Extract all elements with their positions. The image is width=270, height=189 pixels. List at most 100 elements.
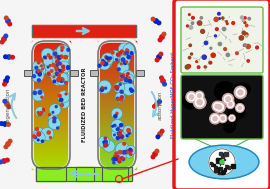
Ellipse shape bbox=[228, 88, 247, 99]
Circle shape bbox=[127, 149, 131, 153]
Circle shape bbox=[256, 46, 258, 49]
Circle shape bbox=[3, 82, 6, 86]
Circle shape bbox=[101, 88, 103, 91]
Circle shape bbox=[8, 22, 12, 26]
Bar bbox=[32, 138, 70, 140]
Circle shape bbox=[189, 26, 193, 29]
Circle shape bbox=[107, 58, 109, 60]
FancyBboxPatch shape bbox=[181, 7, 263, 73]
Circle shape bbox=[102, 53, 114, 65]
Circle shape bbox=[193, 96, 206, 109]
Circle shape bbox=[197, 100, 202, 105]
Circle shape bbox=[105, 144, 108, 146]
Bar bbox=[215, 168, 217, 170]
Bar bbox=[221, 170, 223, 171]
Bar bbox=[228, 166, 230, 169]
Circle shape bbox=[246, 44, 250, 49]
Circle shape bbox=[7, 105, 11, 108]
Ellipse shape bbox=[183, 93, 198, 109]
Circle shape bbox=[118, 158, 120, 160]
Bar bbox=[98, 76, 136, 78]
Circle shape bbox=[53, 117, 56, 120]
Circle shape bbox=[47, 131, 50, 134]
Circle shape bbox=[234, 86, 247, 98]
Bar bbox=[98, 159, 136, 161]
Circle shape bbox=[120, 96, 123, 99]
Circle shape bbox=[47, 66, 49, 68]
Bar bbox=[32, 111, 70, 113]
Bar bbox=[98, 146, 136, 148]
Circle shape bbox=[191, 53, 193, 55]
Bar bbox=[32, 74, 70, 76]
Circle shape bbox=[244, 44, 247, 46]
Circle shape bbox=[56, 55, 69, 68]
Bar bbox=[32, 164, 70, 166]
Circle shape bbox=[196, 92, 202, 99]
Bar bbox=[32, 58, 70, 60]
Circle shape bbox=[187, 25, 188, 27]
Circle shape bbox=[116, 88, 118, 90]
Circle shape bbox=[122, 157, 124, 159]
Text: adsorption: adsorption bbox=[157, 90, 163, 120]
Bar bbox=[32, 97, 70, 99]
Bar bbox=[98, 58, 136, 60]
Bar bbox=[224, 168, 226, 169]
Circle shape bbox=[162, 32, 166, 36]
Circle shape bbox=[108, 58, 110, 60]
Circle shape bbox=[60, 79, 64, 82]
Circle shape bbox=[237, 105, 243, 111]
Bar bbox=[98, 79, 136, 81]
Circle shape bbox=[220, 115, 226, 121]
Bar bbox=[98, 82, 136, 84]
Bar bbox=[98, 106, 136, 108]
Circle shape bbox=[245, 24, 248, 27]
Bar bbox=[32, 132, 70, 134]
Bar bbox=[32, 157, 70, 159]
Circle shape bbox=[54, 65, 57, 68]
Circle shape bbox=[43, 56, 53, 66]
Circle shape bbox=[108, 58, 110, 60]
Circle shape bbox=[211, 53, 215, 57]
Circle shape bbox=[127, 55, 130, 58]
Circle shape bbox=[111, 108, 123, 119]
Circle shape bbox=[122, 70, 134, 83]
Bar bbox=[98, 44, 136, 46]
Circle shape bbox=[58, 56, 60, 58]
Circle shape bbox=[130, 88, 132, 90]
Bar bbox=[32, 95, 70, 97]
Circle shape bbox=[37, 132, 40, 136]
Circle shape bbox=[244, 17, 246, 19]
Circle shape bbox=[112, 158, 115, 161]
Bar bbox=[32, 25, 136, 37]
Circle shape bbox=[98, 64, 101, 67]
Bar bbox=[32, 55, 70, 57]
Bar bbox=[32, 105, 70, 107]
Bar bbox=[32, 146, 70, 148]
Circle shape bbox=[38, 79, 40, 82]
Circle shape bbox=[126, 135, 128, 137]
Circle shape bbox=[158, 38, 162, 42]
FancyBboxPatch shape bbox=[174, 0, 270, 189]
Bar bbox=[98, 52, 136, 54]
Circle shape bbox=[238, 106, 242, 110]
Circle shape bbox=[59, 63, 62, 65]
Circle shape bbox=[49, 56, 60, 67]
Bar bbox=[98, 125, 136, 127]
Bar bbox=[32, 63, 70, 65]
Circle shape bbox=[11, 55, 14, 59]
Circle shape bbox=[215, 104, 219, 108]
Bar bbox=[32, 68, 70, 70]
Bar bbox=[98, 101, 136, 103]
Circle shape bbox=[116, 97, 119, 100]
Bar bbox=[217, 158, 221, 162]
Circle shape bbox=[48, 113, 57, 122]
Circle shape bbox=[108, 59, 110, 62]
Circle shape bbox=[191, 22, 194, 24]
Circle shape bbox=[124, 74, 134, 84]
Circle shape bbox=[38, 73, 41, 75]
Bar bbox=[32, 125, 70, 127]
Circle shape bbox=[153, 105, 156, 108]
Bar bbox=[98, 60, 136, 62]
Bar bbox=[224, 152, 228, 156]
Circle shape bbox=[195, 91, 204, 100]
